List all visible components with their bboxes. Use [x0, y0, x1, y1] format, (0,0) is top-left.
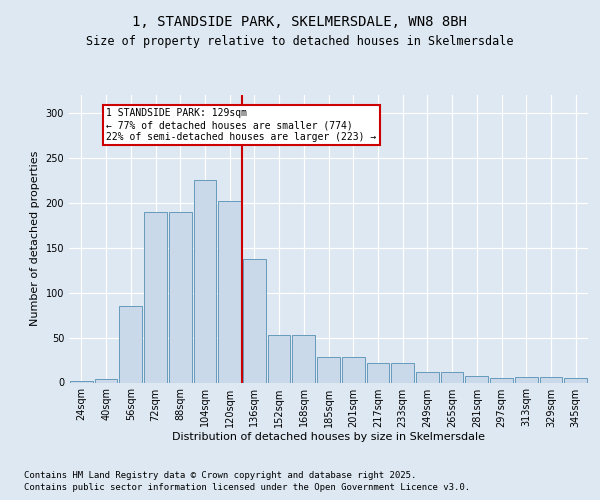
Bar [194, 180, 216, 382]
Text: 1, STANDSIDE PARK, SKELMERSDALE, WN8 8BH: 1, STANDSIDE PARK, SKELMERSDALE, WN8 8BH [133, 16, 467, 30]
Bar [490, 378, 513, 382]
Bar [243, 258, 266, 382]
Bar [416, 372, 439, 382]
Bar [564, 378, 587, 382]
Bar [119, 306, 142, 382]
Bar [169, 212, 191, 382]
Bar [367, 362, 389, 382]
Y-axis label: Number of detached properties: Number of detached properties [30, 151, 40, 326]
Bar [292, 335, 315, 382]
Bar [342, 358, 365, 382]
Text: Size of property relative to detached houses in Skelmersdale: Size of property relative to detached ho… [86, 34, 514, 48]
Bar [515, 377, 538, 382]
Bar [268, 335, 290, 382]
X-axis label: Distribution of detached houses by size in Skelmersdale: Distribution of detached houses by size … [172, 432, 485, 442]
Bar [218, 201, 241, 382]
Text: Contains public sector information licensed under the Open Government Licence v3: Contains public sector information licen… [24, 483, 470, 492]
Bar [95, 379, 118, 382]
Bar [70, 380, 93, 382]
Bar [539, 377, 562, 382]
Bar [466, 376, 488, 382]
Bar [441, 372, 463, 382]
Bar [391, 362, 414, 382]
Bar [317, 358, 340, 382]
Text: 1 STANDSIDE PARK: 129sqm
← 77% of detached houses are smaller (774)
22% of semi-: 1 STANDSIDE PARK: 129sqm ← 77% of detach… [106, 108, 376, 142]
Text: Contains HM Land Registry data © Crown copyright and database right 2025.: Contains HM Land Registry data © Crown c… [24, 472, 416, 480]
Bar [144, 212, 167, 382]
